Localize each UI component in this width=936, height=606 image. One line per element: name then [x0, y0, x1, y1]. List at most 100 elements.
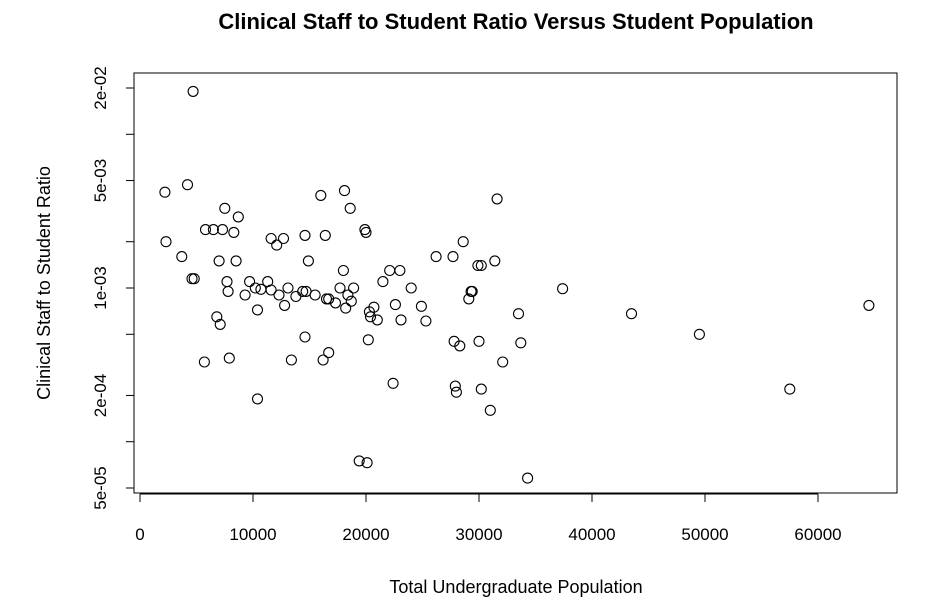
data-point	[387, 377, 399, 389]
data-point	[345, 295, 357, 307]
data-point	[454, 340, 466, 352]
data-point	[222, 285, 234, 297]
data-point	[317, 354, 329, 366]
data-point	[625, 308, 638, 320]
data-point	[219, 202, 231, 214]
data-point	[515, 337, 527, 349]
data-point	[364, 311, 377, 323]
data-point	[299, 229, 311, 241]
data-point	[457, 236, 469, 248]
data-point	[239, 289, 251, 301]
data-point	[323, 347, 335, 359]
data-point	[228, 226, 240, 238]
data-point	[251, 304, 264, 316]
y-tick-label: 5e-05	[91, 466, 110, 509]
data-point	[216, 224, 229, 236]
data-point	[360, 226, 372, 238]
data-point	[221, 276, 233, 288]
data-point	[188, 273, 200, 285]
data-point	[211, 311, 223, 323]
data-point	[337, 264, 349, 277]
data-point	[299, 331, 311, 343]
data-point	[213, 255, 225, 267]
data-point	[395, 314, 407, 326]
y-axis-label: Clinical Staff to Student Ratio	[34, 166, 54, 400]
data-point	[282, 282, 294, 294]
x-axis: 0 10000 20000 30000 40000 50000 60000	[135, 493, 842, 544]
data-point	[863, 299, 875, 311]
x-tick-label: 20000	[342, 525, 389, 544]
data-point	[361, 457, 373, 469]
data-point	[319, 229, 331, 241]
data-point	[389, 299, 401, 311]
chart-title: Clinical Staff to Student Ratio Versus S…	[218, 9, 813, 34]
data-point	[449, 380, 461, 392]
data-point	[160, 236, 172, 248]
data-point	[323, 293, 335, 305]
data-point	[207, 224, 219, 236]
data-point	[176, 251, 188, 263]
data-point	[475, 259, 487, 272]
data-point	[344, 202, 356, 214]
y-tick-label: 5e-03	[91, 159, 110, 202]
data-point	[244, 276, 256, 288]
data-point	[271, 239, 283, 251]
data-point	[265, 284, 277, 296]
data-point	[198, 356, 210, 368]
data-point	[290, 290, 302, 303]
data-point	[273, 289, 285, 301]
x-tick-label: 30000	[455, 525, 502, 544]
data-point	[279, 299, 291, 311]
data-point	[230, 255, 242, 267]
data-point	[309, 289, 321, 301]
data-point	[340, 302, 352, 314]
data-point	[405, 282, 417, 294]
data-point	[249, 282, 261, 294]
data-point	[557, 283, 569, 295]
data-point	[447, 251, 459, 263]
data-point	[489, 255, 501, 267]
data-point	[334, 282, 346, 294]
data-point	[377, 276, 389, 288]
data-point	[693, 328, 705, 340]
data-points	[159, 85, 875, 484]
y-tick-label: 1e-03	[91, 266, 110, 309]
data-point	[159, 186, 171, 198]
plot-area	[133, 72, 898, 494]
data-point	[473, 335, 485, 347]
data-point	[491, 193, 503, 205]
x-tick-label: 10000	[229, 525, 276, 544]
data-point	[315, 189, 327, 201]
data-point	[362, 334, 374, 346]
x-tick-label: 60000	[794, 525, 841, 544]
data-point	[472, 259, 484, 272]
y-tick-label: 2e-02	[91, 66, 110, 109]
x-axis-label: Total Undergraduate Population	[389, 577, 642, 597]
data-point	[368, 301, 380, 313]
data-point	[199, 224, 212, 236]
y-axis: 5e-05 2e-04 1e-03 5e-03 2e-02	[91, 66, 135, 510]
data-point	[430, 251, 442, 263]
data-point	[420, 315, 432, 327]
data-point	[484, 404, 496, 416]
y-tick-label: 2e-04	[91, 374, 110, 417]
data-point	[285, 354, 297, 366]
data-point	[329, 297, 342, 309]
data-point	[297, 285, 309, 297]
data-point	[277, 232, 290, 245]
data-point	[181, 179, 194, 191]
data-point	[302, 255, 314, 267]
data-point	[348, 282, 360, 294]
data-point	[466, 285, 478, 297]
data-point	[186, 273, 198, 285]
data-point	[371, 314, 383, 326]
data-point	[522, 472, 534, 484]
x-tick-label: 0	[135, 525, 144, 544]
data-point	[214, 318, 226, 330]
data-point	[338, 185, 351, 197]
data-point	[784, 383, 796, 395]
data-point	[415, 300, 427, 312]
data-point	[187, 85, 199, 97]
data-point	[342, 289, 354, 301]
